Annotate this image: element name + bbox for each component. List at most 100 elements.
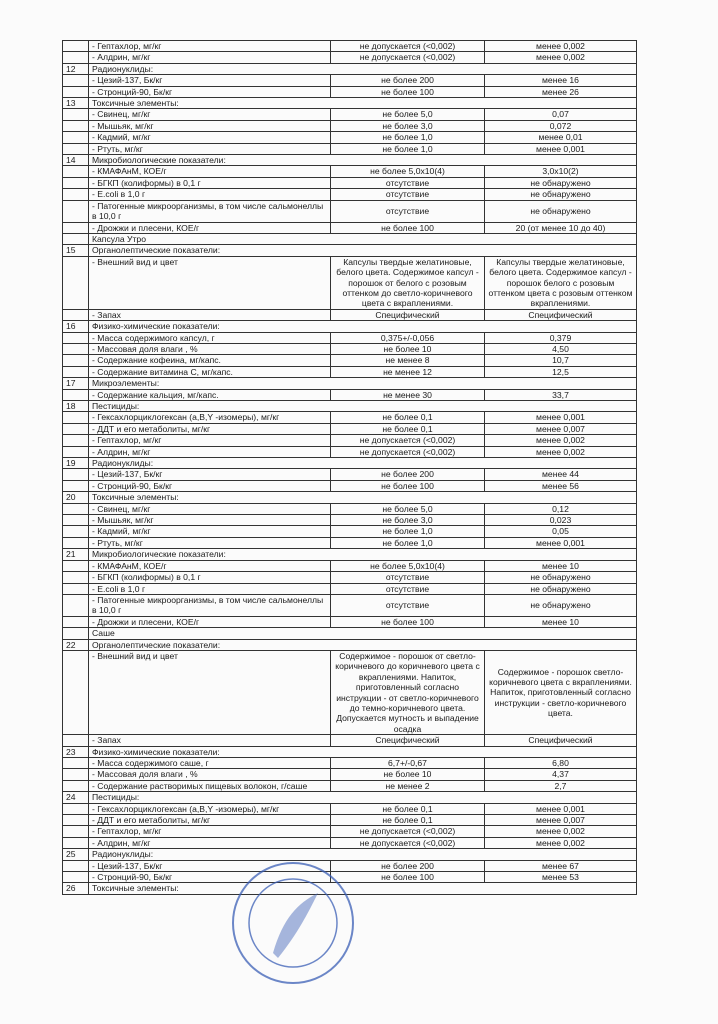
row-number xyxy=(62,859,89,873)
row-number xyxy=(62,756,89,770)
norm: отсутствие xyxy=(330,593,485,617)
indicator: Саше xyxy=(88,627,637,640)
table-row: - Алдрин, мг/кг не допускается (<0,002) ме… xyxy=(62,445,637,459)
indicator: - ДДТ и его метаболиты, мг/кг xyxy=(88,814,331,827)
indicator: Микробиологические показатели: xyxy=(88,548,637,561)
table-row: - Ртуть, мг/кг не более 1,0 менее 0,001 xyxy=(62,536,637,550)
table-row: - Содержание кальция, мг/капс. не менее 3… xyxy=(62,388,637,402)
table-row: - Цезий-137, Бк/кг не более 200 менее 16 xyxy=(62,74,637,87)
result: менее 0,007 xyxy=(484,814,637,827)
table-row: - Свинец, мг/кг не более 5,0 0,12 xyxy=(62,502,637,516)
table-row: 15 Органолептические показатели: xyxy=(62,244,637,257)
table-row: - E.coli в 1,0 г отсутствие не обнаружено xyxy=(62,188,637,201)
indicator: Радионуклиды: xyxy=(88,62,637,76)
result: 0,05 xyxy=(484,525,637,538)
norm: не более 1,0 xyxy=(330,536,485,550)
norm: Специфический xyxy=(330,734,485,747)
table-row: 16 Физико-химические показатели: xyxy=(62,320,637,333)
row-number: 26 xyxy=(62,882,89,895)
norm: не более 200 xyxy=(330,468,485,481)
norm: не менее 2 xyxy=(330,779,485,793)
row-number xyxy=(62,514,89,527)
indicator: - Свинец, мг/кг xyxy=(88,108,331,121)
row-number xyxy=(62,388,89,402)
norm: не более 5,0 xyxy=(330,108,485,121)
indicator: - Гептахлор, мг/кг xyxy=(88,434,331,447)
table-row: 26 Токсичные элементы: xyxy=(62,882,637,895)
result: 2,7 xyxy=(484,779,637,793)
row-number: 25 xyxy=(62,848,89,861)
indicator: Микробиологические показатели: xyxy=(88,154,637,167)
indicator: - Содержание витамина С, мг/капс. xyxy=(88,365,331,379)
result: Капсулы твердые желатиновые, белого цвет… xyxy=(484,255,637,310)
indicator: Капсула Утро xyxy=(88,232,637,246)
table-row: - Гексахлорциклогексан (a,B,Y -изомеры),… xyxy=(62,802,637,816)
result: Специфический xyxy=(484,308,637,322)
indicator: - Масса содержимого саше, г xyxy=(88,756,331,770)
row-number: 13 xyxy=(62,97,89,110)
indicator: - Дрожжи и плесени, КОЕ/г xyxy=(88,221,331,234)
table-row: - Ртуть, мг/кг не более 1,0 менее 0,001 xyxy=(62,142,637,156)
norm: не более 0,1 xyxy=(330,814,485,827)
result: менее 0,002 xyxy=(484,51,637,64)
row-number: 16 xyxy=(62,320,89,333)
indicator: - Цезий-137, Бк/кг xyxy=(88,74,331,87)
norm: не допускается (<0,002) xyxy=(330,434,485,447)
indicator: - Дрожжи и плесени, КОЕ/г xyxy=(88,615,331,629)
indicator: - Масса содержимого капсул, г xyxy=(88,331,331,344)
indicator: Радионуклиды: xyxy=(88,457,637,470)
indicator: - Гексахлорциклогексан (a,B,Y -изомеры),… xyxy=(88,411,331,424)
row-number xyxy=(62,768,89,781)
indicator: Токсичные элементы: xyxy=(88,882,637,895)
row-number xyxy=(62,176,89,190)
table-row: - Массовая доля влаги , % не более 10 4,50 xyxy=(62,342,637,356)
row-number: 24 xyxy=(62,791,89,804)
row-number xyxy=(62,85,89,99)
norm: отсутствие xyxy=(330,188,485,201)
row-number xyxy=(62,525,89,538)
table-row: - Алдрин, мг/кг не допускается (<0,002) ме… xyxy=(62,836,637,850)
row-number xyxy=(62,649,89,736)
indicator: - Запах xyxy=(88,734,331,747)
row-number xyxy=(62,119,89,133)
result: менее 0,002 xyxy=(484,836,637,850)
result: 10,7 xyxy=(484,354,637,367)
row-number xyxy=(62,582,89,595)
results-table: - Гептахлор, мг/кг не допускается (<0,002… xyxy=(62,39,637,895)
row-number xyxy=(62,51,89,64)
indicator: - Алдрин, мг/кг xyxy=(88,445,331,459)
result: менее 44 xyxy=(484,468,637,481)
indicator: - Запах xyxy=(88,308,331,322)
indicator: Органолептические показатели: xyxy=(88,244,637,257)
row-number xyxy=(62,593,89,617)
row-number xyxy=(62,814,89,827)
table-row: - БГКП (колиформы) в 0,1 г отсутствие не о… xyxy=(62,571,637,584)
norm: не более 5,0 xyxy=(330,502,485,516)
norm: не более 100 xyxy=(330,479,485,493)
row-number xyxy=(62,188,89,201)
row-number xyxy=(62,342,89,356)
indicator: - Патогенные микроорганизмы, в том числе… xyxy=(88,593,331,617)
row-number: 21 xyxy=(62,548,89,561)
result: менее 0,002 xyxy=(484,39,637,53)
table-row: Саше xyxy=(62,627,637,640)
norm: не более 3,0 xyxy=(330,119,485,133)
row-number xyxy=(62,871,89,884)
table-row: 25 Радионуклиды: xyxy=(62,848,637,861)
table-row: - ДДТ и его метаболиты, мг/кг не более 0,… xyxy=(62,422,637,436)
indicator: - Массовая доля влаги , % xyxy=(88,342,331,356)
indicator: Органолептические показатели: xyxy=(88,638,637,651)
row-number xyxy=(62,779,89,793)
indicator: - Алдрин, мг/кг xyxy=(88,836,331,850)
norm: не менее 12 xyxy=(330,365,485,379)
row-number xyxy=(62,232,89,246)
row-number xyxy=(62,434,89,447)
result: 20 (от менее 10 до 40) xyxy=(484,221,637,234)
table-row: - Мышьяк, мг/кг не более 3,0 0,023 xyxy=(62,514,637,527)
indicator: - Содержание кальция, мг/капс. xyxy=(88,388,331,402)
row-number: 23 xyxy=(62,745,89,759)
norm: не более 10 xyxy=(330,342,485,356)
row-number xyxy=(62,131,89,144)
result: менее 0,002 xyxy=(484,825,637,838)
